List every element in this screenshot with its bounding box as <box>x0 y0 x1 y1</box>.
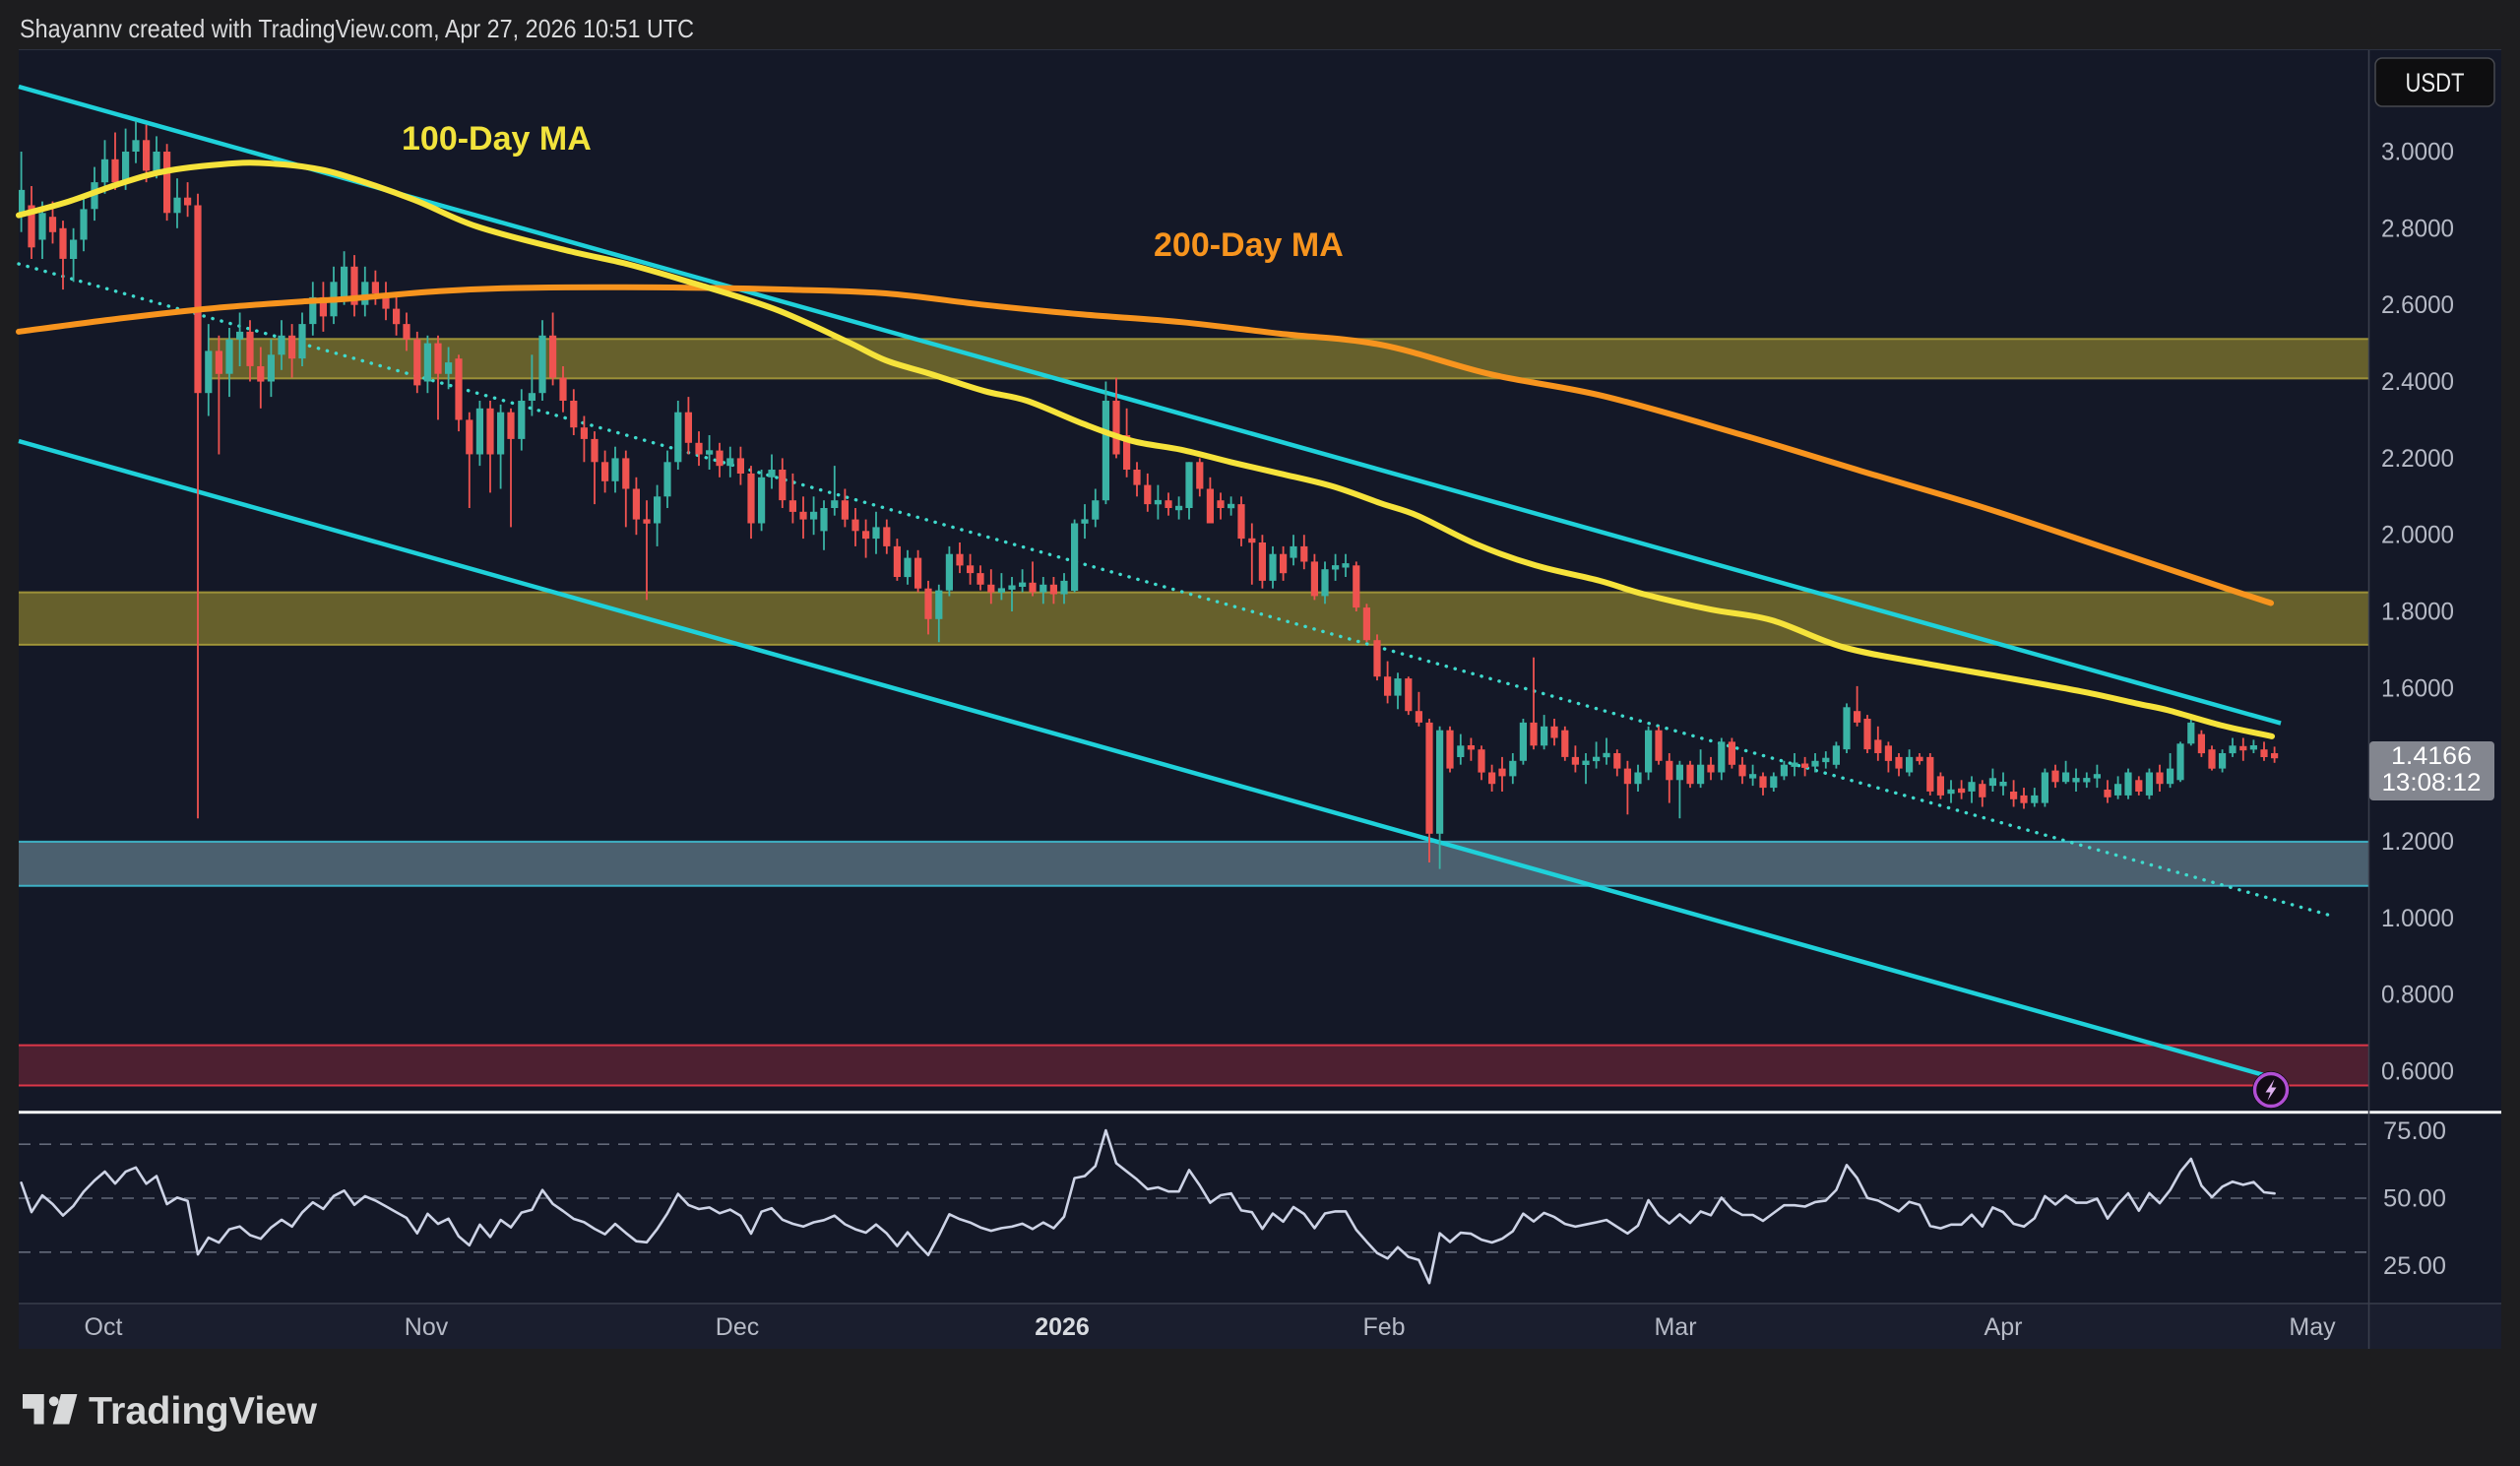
svg-text:75.00: 75.00 <box>2383 1117 2446 1145</box>
svg-text:Shayannv created with TradingV: Shayannv created with TradingView.com, A… <box>20 14 694 43</box>
svg-text:2.2000: 2.2000 <box>2381 445 2454 473</box>
svg-text:Feb: Feb <box>1362 1313 1405 1341</box>
svg-text:2.8000: 2.8000 <box>2381 215 2454 242</box>
svg-text:0.6000: 0.6000 <box>2381 1058 2454 1086</box>
svg-text:2026: 2026 <box>1035 1313 1090 1341</box>
svg-text:2.4000: 2.4000 <box>2381 368 2454 396</box>
svg-text:2.6000: 2.6000 <box>2381 291 2454 319</box>
svg-text:Dec: Dec <box>716 1313 759 1341</box>
svg-text:3.0000: 3.0000 <box>2381 139 2454 166</box>
svg-text:Apr: Apr <box>1984 1313 2023 1341</box>
svg-text:25.00: 25.00 <box>2383 1252 2446 1280</box>
svg-text:13:08:12: 13:08:12 <box>2382 769 2482 797</box>
svg-text:1.6000: 1.6000 <box>2381 674 2454 702</box>
svg-text:1.4166: 1.4166 <box>2391 742 2472 770</box>
svg-text:Mar: Mar <box>1654 1313 1696 1341</box>
svg-text:May: May <box>2289 1313 2336 1341</box>
svg-text:2.0000: 2.0000 <box>2381 522 2454 549</box>
svg-text:0.8000: 0.8000 <box>2381 982 2454 1009</box>
svg-text:200-Day MA: 200-Day MA <box>1154 226 1344 264</box>
svg-text:USDT: USDT <box>2406 68 2465 97</box>
svg-text:TradingView: TradingView <box>89 1390 318 1433</box>
svg-text:Nov: Nov <box>405 1313 449 1341</box>
svg-text:1.8000: 1.8000 <box>2381 599 2454 626</box>
svg-text:100-Day MA: 100-Day MA <box>402 120 592 158</box>
svg-text:1.2000: 1.2000 <box>2381 828 2454 856</box>
svg-text:50.00: 50.00 <box>2383 1185 2446 1213</box>
svg-text:Oct: Oct <box>85 1313 123 1341</box>
svg-text:1.0000: 1.0000 <box>2381 905 2454 932</box>
